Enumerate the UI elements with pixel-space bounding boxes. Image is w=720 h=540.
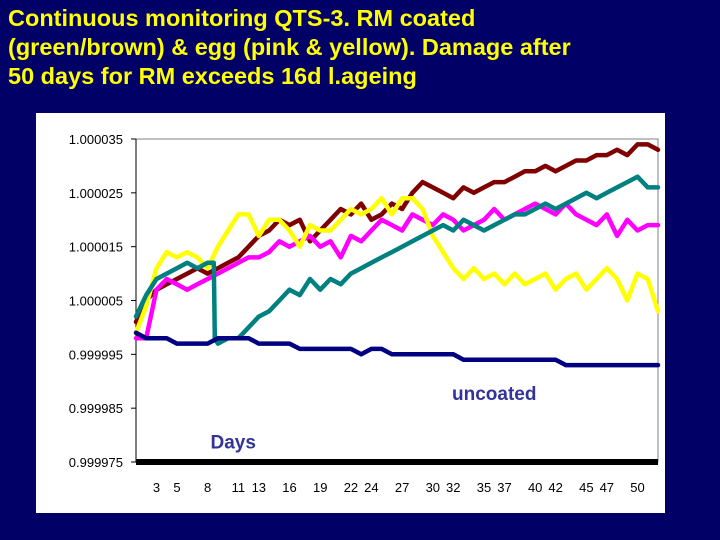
- annotation-label: uncoated: [452, 384, 536, 405]
- x-tick-label: 32: [446, 480, 460, 495]
- x-tick-label: 8: [204, 480, 211, 495]
- x-tick-label: 11: [232, 480, 246, 495]
- x-tick-label: 5: [173, 480, 180, 495]
- y-tick-label: 1.000005: [69, 294, 123, 309]
- x-tick-label: 30: [426, 480, 440, 495]
- line-chart: 1.000035 1.000025 1.000015 1.000005 0.999995…: [69, 132, 661, 495]
- x-tick-label: 35: [477, 480, 491, 495]
- plot-area: [135, 138, 659, 463]
- series-line: [133, 195, 661, 336]
- y-tick-label: 0.999975: [69, 455, 123, 470]
- series-line: [133, 330, 661, 368]
- x-axis-label: Days: [211, 432, 256, 453]
- series-line: [133, 174, 661, 346]
- title-line-2: (green/brown) & egg (pink & yellow). Dam…: [8, 34, 571, 60]
- slide-title: Continuous monitoring QTS-3. RM coated (…: [8, 4, 708, 91]
- title-line-3: 50 days for RM exceeds 16d l.ageing: [8, 63, 417, 89]
- x-tick-label: 22: [344, 480, 358, 495]
- x-tick-label: 13: [252, 480, 266, 495]
- title-line-1: Continuous monitoring QTS-3. RM coated: [8, 5, 476, 31]
- chart-panel: 1.000035 1.000025 1.000015 1.000005 0.999995…: [36, 113, 665, 513]
- x-tick-label: 45: [579, 480, 593, 495]
- y-tick-label: 1.000015: [69, 240, 123, 255]
- series-line: [133, 201, 661, 341]
- y-tick-label: 0.999985: [69, 401, 123, 416]
- y-tick-label: 1.000025: [69, 186, 123, 201]
- x-tick-label: 19: [313, 480, 327, 495]
- x-tick-label: 47: [600, 480, 614, 495]
- x-tick-label: 42: [548, 480, 562, 495]
- x-tick-label: 37: [497, 480, 511, 495]
- y-tick-label: 0.999995: [69, 347, 123, 362]
- x-tick-label: 50: [630, 480, 644, 495]
- x-tick-label: 24: [364, 480, 378, 495]
- x-tick-label: 27: [395, 480, 409, 495]
- y-tick-label: 1.000035: [69, 132, 123, 147]
- x-tick-label: 3: [153, 480, 160, 495]
- x-tick-label: 16: [282, 480, 296, 495]
- x-tick-label: 40: [528, 480, 542, 495]
